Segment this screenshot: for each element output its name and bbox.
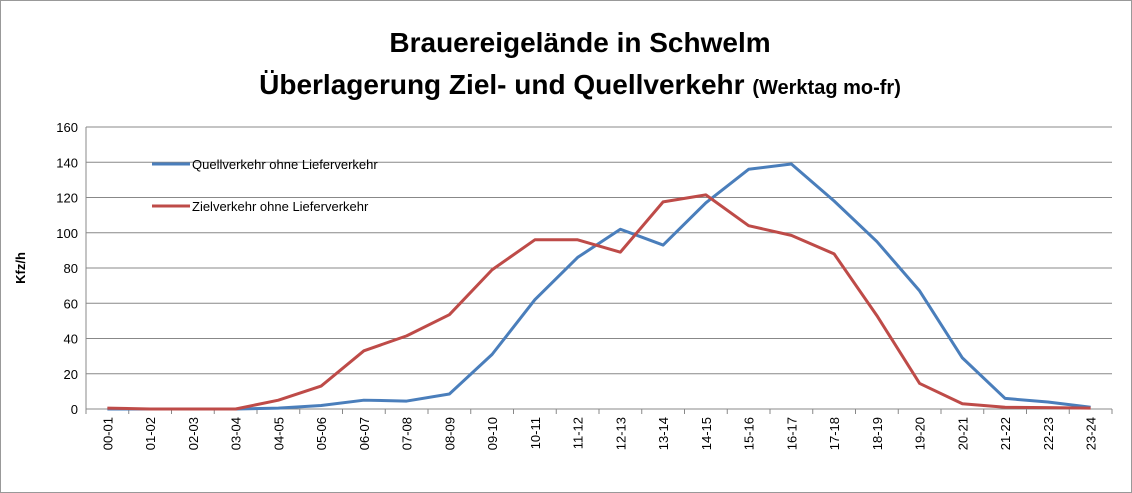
- y-tick-label: 120: [56, 191, 78, 206]
- x-tick-label: 05-06: [314, 417, 329, 450]
- x-tick-label: 09-10: [485, 417, 500, 450]
- y-tick-label: 160: [56, 120, 78, 135]
- x-tick-label: 10-11: [528, 417, 543, 449]
- x-tick-label: 02-03: [186, 417, 201, 450]
- y-tick-label: 100: [56, 226, 78, 241]
- x-tick-label: 00-01: [100, 417, 115, 450]
- y-tick-label: 40: [64, 332, 78, 347]
- y-tick-label: 140: [56, 155, 78, 170]
- x-tick-label: 22-23: [1041, 417, 1056, 450]
- subtitle-main: Überlagerung Ziel- und Quellverkehr: [259, 69, 745, 100]
- x-tick-label: 06-07: [357, 417, 372, 450]
- x-tick-label: 07-08: [400, 417, 415, 450]
- x-tick-label: 12-13: [613, 417, 628, 450]
- chart-title: Brauereigelände in Schwelm: [389, 27, 770, 58]
- series-line: [107, 193, 1091, 411]
- x-tick-label: 14-15: [699, 417, 714, 450]
- series-line: [107, 162, 1091, 411]
- x-tick-label: 18-19: [870, 417, 885, 450]
- x-tick-label: 11-12: [571, 417, 586, 449]
- y-tick-label: 80: [64, 261, 78, 276]
- x-tick-label: 21-22: [998, 417, 1013, 450]
- x-tick-label: 15-16: [742, 417, 757, 450]
- x-tick-label: 20-21: [955, 417, 970, 450]
- chart-subtitle: Überlagerung Ziel- und Quellverkehr (Wer…: [259, 69, 901, 100]
- x-tick-label: 19-20: [913, 417, 928, 450]
- x-tick-label: 03-04: [229, 417, 244, 450]
- x-tick-label: 08-09: [442, 417, 457, 450]
- subtitle-note: (Werktag mo-fr): [752, 77, 901, 99]
- y-tick-label: 20: [64, 367, 78, 382]
- x-tick-label: 04-05: [271, 417, 286, 450]
- x-tick-label: 17-18: [827, 417, 842, 450]
- x-tick-label: 16-17: [784, 417, 799, 450]
- x-tick-label: 13-14: [656, 417, 671, 450]
- y-tick-label: 60: [64, 296, 78, 311]
- legend-label: Zielverkehr ohne Lieferverkehr: [192, 199, 369, 214]
- legend-label: Quellverkehr ohne Lieferverkehr: [192, 157, 378, 172]
- x-tick-label: 01-02: [143, 417, 158, 450]
- y-tick-label: 0: [71, 402, 78, 417]
- x-tick-label: 23-24: [1084, 417, 1099, 450]
- y-axis-label: Kfz/h: [13, 252, 28, 284]
